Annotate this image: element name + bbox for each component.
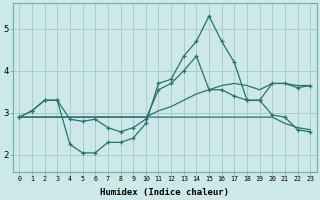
X-axis label: Humidex (Indice chaleur): Humidex (Indice chaleur) [100,188,229,197]
